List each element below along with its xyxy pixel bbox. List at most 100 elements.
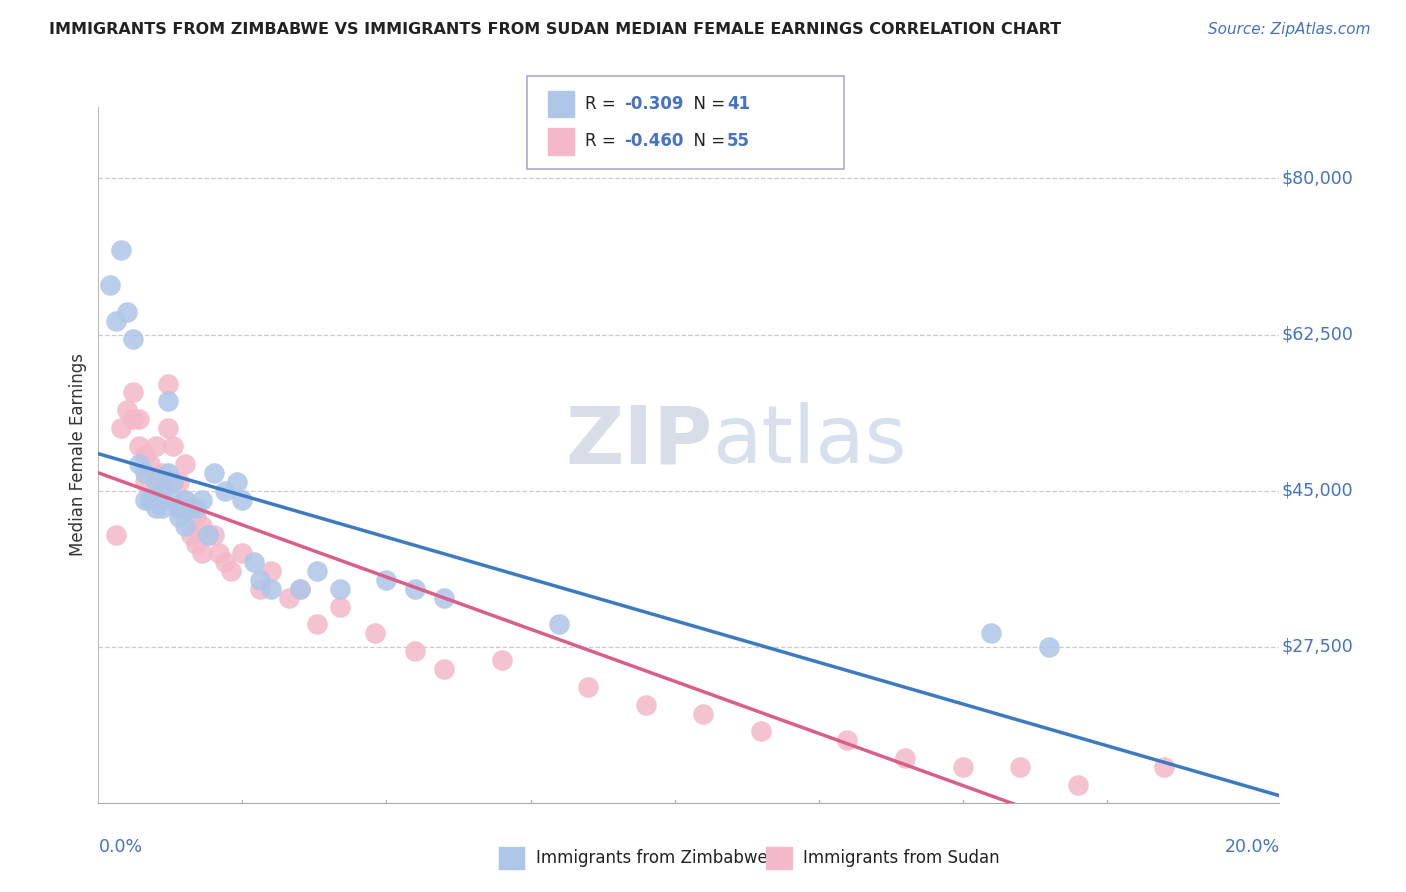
Point	[214, 555, 236, 569]
Point	[173, 492, 195, 507]
Point	[122, 332, 145, 346]
Point	[329, 599, 352, 614]
Point	[404, 644, 426, 658]
Text: $45,000: $45,000	[1282, 482, 1354, 500]
Point	[433, 591, 456, 605]
Point	[307, 617, 329, 632]
Point	[115, 403, 138, 417]
Point	[128, 439, 150, 453]
Y-axis label: Median Female Earnings: Median Female Earnings	[69, 353, 87, 557]
Point	[548, 617, 571, 632]
Point	[162, 439, 184, 453]
Text: ZIP: ZIP	[565, 402, 713, 480]
Point	[288, 582, 311, 596]
Point	[186, 501, 208, 516]
Text: R =: R =	[585, 95, 621, 113]
Text: Immigrants from Sudan: Immigrants from Sudan	[803, 849, 1000, 867]
Point	[110, 243, 132, 257]
Point	[128, 457, 150, 471]
Point	[277, 591, 299, 605]
Point	[167, 510, 190, 524]
Text: -0.460: -0.460	[624, 132, 683, 150]
Point	[156, 376, 179, 391]
Point	[167, 475, 190, 489]
Point	[1153, 760, 1175, 774]
Point	[191, 492, 214, 507]
Point	[243, 555, 266, 569]
Point	[150, 466, 173, 480]
Point	[167, 501, 190, 516]
Text: 20.0%: 20.0%	[1225, 838, 1279, 855]
Text: R =: R =	[585, 132, 621, 150]
Point	[404, 582, 426, 596]
Point	[307, 564, 329, 578]
Point	[197, 528, 219, 542]
Point	[139, 492, 162, 507]
Point	[162, 475, 184, 489]
Text: N =: N =	[683, 132, 731, 150]
Text: N =: N =	[683, 95, 731, 113]
Point	[231, 546, 253, 560]
Point	[134, 492, 156, 507]
Point	[219, 564, 242, 578]
Point	[225, 475, 247, 489]
Point	[202, 528, 225, 542]
Point	[156, 394, 179, 409]
Point	[186, 537, 208, 551]
Point	[162, 475, 184, 489]
Point	[145, 475, 167, 489]
Point	[491, 653, 513, 667]
Point	[249, 582, 271, 596]
Point	[634, 698, 657, 712]
Point	[173, 457, 195, 471]
Text: 55: 55	[727, 132, 749, 150]
Point	[1010, 760, 1032, 774]
Point	[162, 492, 184, 507]
Point	[122, 412, 145, 426]
Point	[104, 314, 127, 328]
Point	[894, 751, 917, 765]
Point	[952, 760, 974, 774]
Point	[115, 305, 138, 319]
Text: IMMIGRANTS FROM ZIMBABWE VS IMMIGRANTS FROM SUDAN MEDIAN FEMALE EARNINGS CORRELA: IMMIGRANTS FROM ZIMBABWE VS IMMIGRANTS F…	[49, 22, 1062, 37]
Point	[156, 466, 179, 480]
Point	[980, 626, 1002, 640]
Point	[139, 457, 162, 471]
Point	[231, 492, 253, 507]
Point	[139, 492, 162, 507]
Point	[134, 448, 156, 462]
Point	[186, 510, 208, 524]
Point	[150, 483, 173, 498]
Point	[173, 492, 195, 507]
Point	[260, 582, 283, 596]
Point	[145, 475, 167, 489]
Point	[134, 466, 156, 480]
Point	[150, 492, 173, 507]
Point	[156, 421, 179, 435]
Text: $80,000: $80,000	[1282, 169, 1354, 187]
Point	[260, 564, 283, 578]
Text: 0.0%: 0.0%	[98, 838, 142, 855]
Point	[128, 412, 150, 426]
Point	[208, 546, 231, 560]
Point	[375, 573, 398, 587]
Text: Immigrants from Zimbabwe: Immigrants from Zimbabwe	[536, 849, 768, 867]
Point	[433, 662, 456, 676]
Point	[150, 501, 173, 516]
Text: -0.309: -0.309	[624, 95, 683, 113]
Point	[110, 421, 132, 435]
Point	[145, 439, 167, 453]
Point	[202, 466, 225, 480]
Point	[749, 724, 772, 739]
Point	[180, 501, 202, 516]
Point	[191, 519, 214, 533]
Point	[197, 528, 219, 542]
Point	[1067, 778, 1090, 792]
Point	[249, 573, 271, 587]
Point	[692, 706, 714, 721]
Text: 41: 41	[727, 95, 749, 113]
Point	[214, 483, 236, 498]
Point	[576, 680, 599, 694]
Text: $27,500: $27,500	[1282, 638, 1354, 656]
Point	[837, 733, 859, 747]
